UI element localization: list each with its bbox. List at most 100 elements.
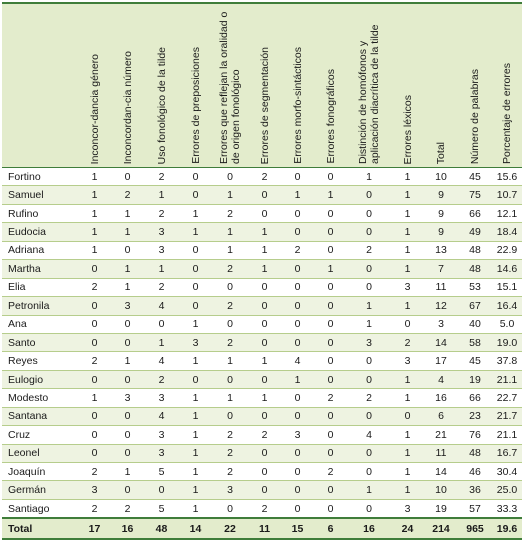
totals-cell: 11 <box>248 517 281 540</box>
table-cell: 0 <box>281 259 314 279</box>
row-name: Fortino <box>2 167 78 187</box>
column-header: Errores de preposiciones <box>179 2 212 168</box>
row-name: Samuel <box>2 185 78 205</box>
row-name: Martha <box>2 259 78 279</box>
table-cell: 0 <box>248 333 281 353</box>
table-cell: 0 <box>314 222 347 242</box>
table-cell: 3 <box>391 278 424 298</box>
table-cell: 30.4 <box>492 462 522 482</box>
table-cell: 3 <box>111 296 144 316</box>
table-cell: 0 <box>281 278 314 298</box>
table-row: Fortino 1 0 2 0 0 2 0 0 1 1 10 45 15.6 <box>2 167 522 187</box>
table-cell: 13 <box>424 241 458 261</box>
table-cell: 58 <box>458 333 492 353</box>
table-cell: 0 <box>111 407 144 427</box>
table-row: Cruz 0 0 3 1 2 2 3 0 4 1 21 76 21.1 <box>2 425 522 445</box>
table-row: Elia 2 1 2 0 0 0 0 0 0 3 11 53 15.1 <box>2 278 522 298</box>
table-cell: 15.1 <box>492 278 522 298</box>
table-cell: 0 <box>281 204 314 224</box>
table-cell: 2 <box>248 167 281 187</box>
table-cell: 0 <box>111 315 144 334</box>
table-cell: 1 <box>347 315 391 334</box>
table-cell: 12 <box>424 296 458 316</box>
table-row: Santiago 2 2 5 1 0 2 0 0 0 3 19 57 33.3 <box>2 499 522 519</box>
table-cell: 0 <box>347 499 391 519</box>
table-cell: 0 <box>78 259 111 279</box>
table-cell: 2 <box>111 499 144 519</box>
table-cell: 48 <box>458 444 492 464</box>
table-cell: 5 <box>144 499 179 519</box>
table-cell: 21.1 <box>492 370 522 390</box>
table-cell: 19 <box>458 370 492 390</box>
table-cell: 19 <box>424 499 458 519</box>
table-cell: 0 <box>78 296 111 316</box>
row-name: Petronila <box>2 296 78 316</box>
table-cell: 2 <box>144 278 179 298</box>
table-cell: 0 <box>248 407 281 427</box>
table-cell: 67 <box>458 296 492 316</box>
table-row: Eulogio 0 0 2 0 0 0 1 0 0 1 4 19 21.1 <box>2 370 522 390</box>
table-cell: 1 <box>391 425 424 445</box>
table-cell: 40 <box>458 315 492 334</box>
table-cell: 0 <box>314 296 347 316</box>
table-cell: 0 <box>179 167 212 187</box>
table-cell: 1 <box>391 296 424 316</box>
table-cell: 1 <box>281 185 314 205</box>
table-cell: 0 <box>347 407 391 427</box>
table-cell: 3 <box>111 388 144 408</box>
table-cell: 0 <box>111 444 144 464</box>
table-cell: 11 <box>424 278 458 298</box>
table-cell: 3 <box>144 222 179 242</box>
table-cell: 3 <box>391 351 424 371</box>
table-cell: 0 <box>179 259 212 279</box>
column-header-label: Errores de preposiciones <box>189 47 202 164</box>
table-cell: 0 <box>212 407 248 427</box>
table-cell: 3 <box>78 480 111 500</box>
table-cell: 23 <box>458 407 492 427</box>
column-header-label: Número de palabras <box>469 68 481 164</box>
table-cell: 0 <box>281 296 314 316</box>
table-cell: 0 <box>281 407 314 427</box>
column-header: Errores de segmentación <box>248 2 281 168</box>
table-cell: 1 <box>391 462 424 482</box>
totals-cell: 965 <box>458 517 492 540</box>
table-cell: 1 <box>78 204 111 224</box>
table-cell: 1 <box>78 167 111 187</box>
table-cell: 10 <box>424 480 458 500</box>
table-cell: 2 <box>212 296 248 316</box>
table-cell: 1 <box>212 351 248 371</box>
table-cell: 0 <box>144 480 179 500</box>
table-cell: 36 <box>458 480 492 500</box>
table-cell: 11 <box>424 444 458 464</box>
table-cell: 2 <box>144 204 179 224</box>
table-cell: 0 <box>78 407 111 427</box>
row-name: Rufino <box>2 204 78 224</box>
table-cell: 0 <box>347 351 391 371</box>
table-cell: 1 <box>347 167 391 187</box>
header-name-column <box>2 2 78 168</box>
table-cell: 25.0 <box>492 480 522 500</box>
column-header: Distinción de homófonos y aplicación dia… <box>347 2 391 168</box>
table-cell: 46 <box>458 462 492 482</box>
table-cell: 0 <box>78 370 111 390</box>
table-cell: 49 <box>458 222 492 242</box>
table-cell: 0 <box>281 462 314 482</box>
table-cell: 0 <box>179 278 212 298</box>
column-header: Número de palabras <box>458 2 492 168</box>
table-cell: 0 <box>179 370 212 390</box>
table-cell: 21.1 <box>492 425 522 445</box>
table-cell: 0 <box>212 167 248 187</box>
table-cell: 76 <box>458 425 492 445</box>
table-cell: 3 <box>347 333 391 353</box>
table-cell: 4 <box>144 296 179 316</box>
table-cell: 0 <box>314 278 347 298</box>
table-cell: 53 <box>458 278 492 298</box>
table-cell: 57 <box>458 499 492 519</box>
table-cell: 12.1 <box>492 204 522 224</box>
row-name: Ana <box>2 315 78 334</box>
table-cell: 0 <box>314 407 347 427</box>
table-cell: 6 <box>424 407 458 427</box>
table-cell: 0 <box>78 425 111 445</box>
row-name: Eudocia <box>2 222 78 242</box>
